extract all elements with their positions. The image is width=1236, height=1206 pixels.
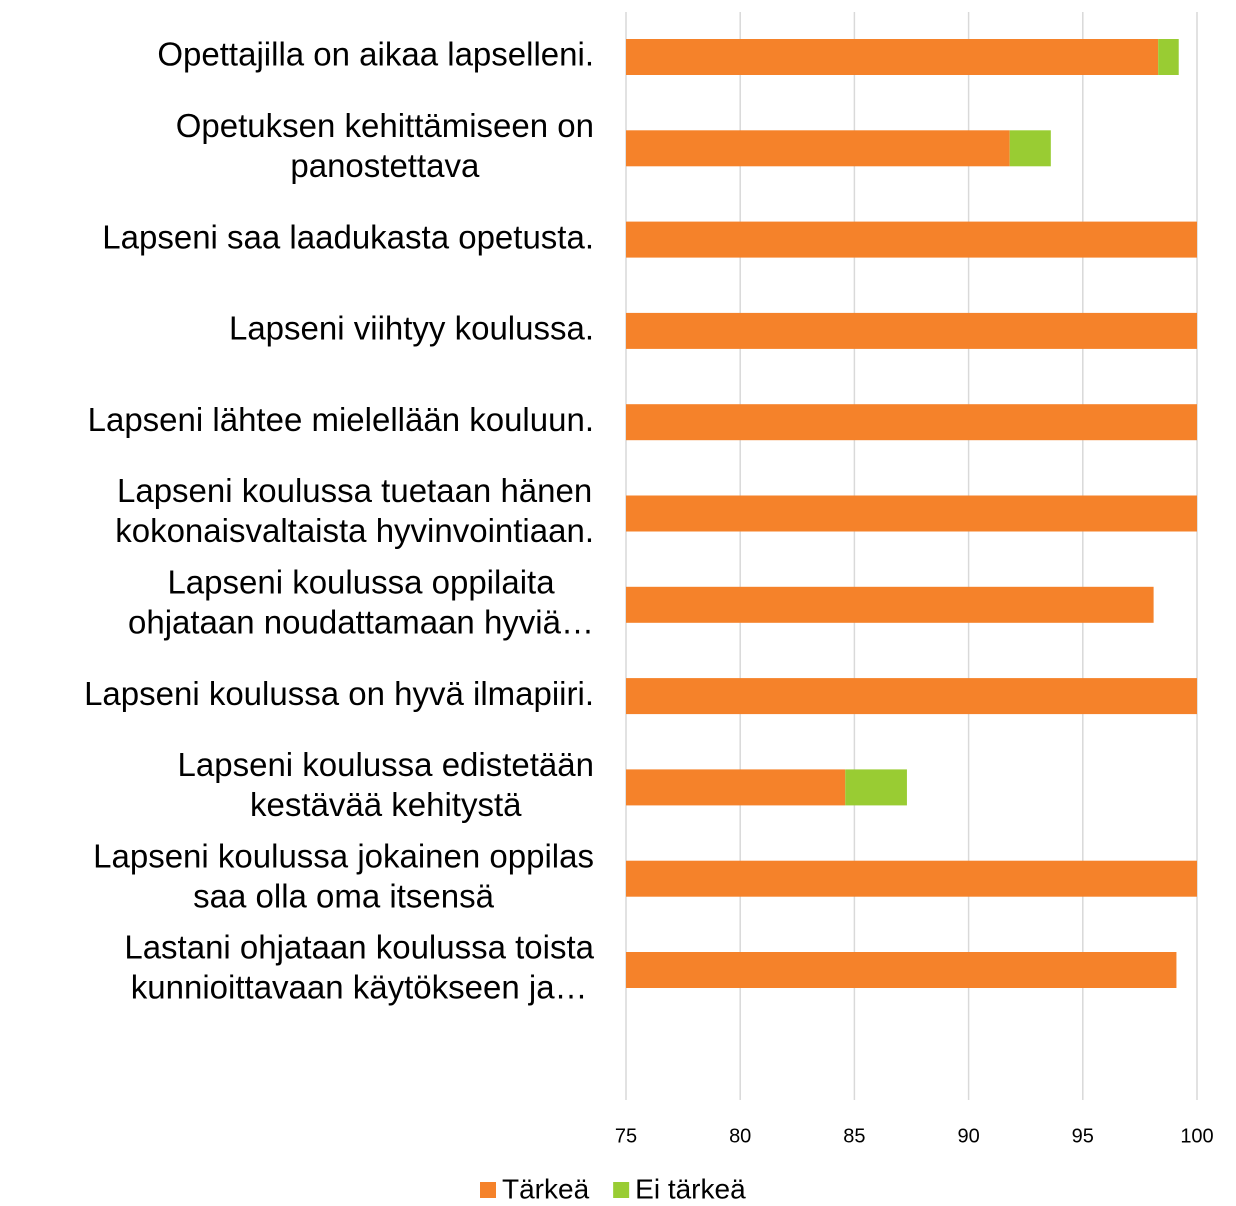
category-label-line: Lapseni viihtyy koulussa. <box>229 310 594 347</box>
category-label-line: Lapseni koulussa tuetaan hänen <box>117 472 592 509</box>
category-label-line: saa olla oma itsensä <box>193 877 494 914</box>
category-label: Lapseni saa laadukasta opetusta. <box>102 218 594 255</box>
bar-segment <box>626 860 1197 897</box>
category-label: Lapseni viihtyy koulussa. <box>229 310 594 347</box>
category-label-line: Lapseni lähtee mielellään kouluun. <box>88 401 594 438</box>
legend-label: Tärkeä <box>502 1173 590 1204</box>
category-label-line: Opetuksen kehittämiseen on <box>176 107 594 144</box>
category-label: Lapseni koulussa on hyvä ilmapiiri. <box>84 675 594 712</box>
x-tick-label: 85 <box>843 1125 865 1147</box>
category-label: Lapseni koulussa tuetaan hänenkokonaisva… <box>115 472 594 549</box>
bar-segment <box>1009 130 1051 167</box>
bar-segment <box>1158 39 1179 75</box>
x-tick-label: 75 <box>615 1125 637 1147</box>
bar-segment <box>626 404 1197 441</box>
bar-segment <box>626 221 1197 258</box>
bar-segment <box>626 769 846 806</box>
category-label-line: Lapseni koulussa oppilaita <box>167 564 555 601</box>
legend-label: Ei tärkeä <box>635 1173 746 1204</box>
bar-segment <box>626 495 1197 532</box>
category-label-line: Lastani ohjataan koulussa toista <box>124 929 594 966</box>
category-label-line: Opettajilla on aikaa lapselleni. <box>157 36 594 73</box>
category-label-line: kestävää kehitystä <box>250 786 522 823</box>
bar-segment <box>626 952 1177 988</box>
category-label: Opettajilla on aikaa lapselleni. <box>157 36 594 73</box>
category-label-line: Lapseni koulussa edistetään <box>178 746 594 783</box>
x-tick-label: 100 <box>1180 1125 1213 1147</box>
category-label-line: kunnioittavaan käytökseen ja… <box>131 969 588 1006</box>
bar-segment <box>626 586 1154 623</box>
bar-segment <box>626 678 1197 715</box>
legend-swatch <box>613 1182 630 1198</box>
x-tick-label: 95 <box>1072 1125 1094 1147</box>
bar-segment <box>845 769 907 806</box>
category-label-line: Lapseni koulussa on hyvä ilmapiiri. <box>84 675 594 712</box>
category-label-line: panostettava <box>290 147 480 184</box>
category-label-line: Lapseni saa laadukasta opetusta. <box>102 218 594 255</box>
x-tick-label: 90 <box>957 1125 979 1147</box>
x-tick-label: 80 <box>729 1125 751 1147</box>
bar-segment <box>626 39 1159 75</box>
bar-segment <box>626 130 1010 167</box>
category-label-line: kokonaisvaltaista hyvinvointiaan. <box>115 512 594 549</box>
legend-swatch <box>480 1182 496 1198</box>
category-label-line: ohjataan noudattamaan hyviä… <box>128 604 594 641</box>
bar-segment <box>626 312 1197 349</box>
category-label-line: Lapseni koulussa jokainen oppilas <box>93 837 594 874</box>
category-label: Lastani ohjataan koulussa toistakunnioit… <box>124 929 594 1006</box>
category-label: Lapseni lähtee mielellään kouluun. <box>88 401 594 438</box>
